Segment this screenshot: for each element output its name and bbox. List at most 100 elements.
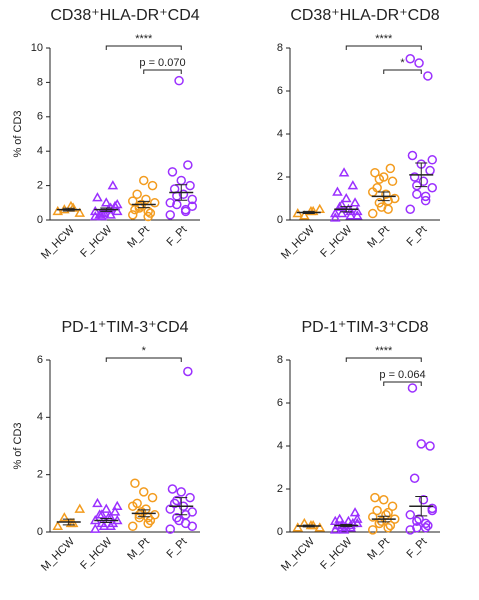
data-point [347,180,359,190]
error-bar [175,184,188,201]
data-point [96,509,108,519]
data-point [329,515,341,525]
data-point [180,206,191,217]
panel-title: PD-1⁺TIM-3⁺CD4 [61,319,188,336]
data-point [187,201,197,211]
data-point [351,513,363,523]
data-point [183,366,193,377]
data-point [338,167,350,177]
x-tick-label: F_Pt [405,224,430,249]
x-tick-label: M_HCW [279,535,317,573]
data-point [379,495,389,505]
significance-label: * [142,345,147,357]
data-point [174,75,184,86]
data-point [405,54,415,64]
data-point [385,520,396,531]
significance-label: p = 0.064 [379,369,425,381]
data-point [425,441,435,451]
data-point [100,503,112,513]
y-tick-label: 0 [277,214,283,226]
data-point [336,199,348,209]
y-tick-label: 6 [37,111,43,123]
data-point [165,524,175,534]
significance-bracket [105,45,182,50]
data-point [405,525,415,535]
significance-bracket [383,381,422,386]
data-point [376,202,387,212]
data-point [416,439,426,449]
x-tick-label: F_HCW [318,535,355,572]
data-point [132,189,142,199]
data-point [141,194,151,205]
x-tick-label: M_Pt [365,224,392,251]
x-tick-label: M_Pt [125,224,152,251]
data-point [52,520,64,531]
x-tick-label: F_HCW [78,535,115,572]
error-bar [302,210,315,215]
data-point [292,522,304,532]
data-point [409,473,420,483]
significance-label: p = 0.070 [139,57,185,69]
data-point [128,501,138,511]
panel-title: CD38⁺HLA-DR⁺CD8 [290,7,439,24]
data-point [420,191,431,202]
data-point [385,163,396,174]
data-point [405,204,415,214]
error-bar [340,523,353,528]
error-bar [415,496,428,517]
y-tick-label: 6 [277,397,283,409]
x-tick-label: M_HCW [39,535,77,573]
data-point [412,522,422,533]
data-point [100,197,112,207]
y-axis-label: % of CD3 [12,110,24,157]
y-tick-label: 2 [37,469,43,481]
x-tick-label: M_HCW [39,223,77,261]
data-point [187,194,197,205]
data-point [374,174,385,184]
data-point [427,183,437,193]
data-point [111,199,123,209]
data-point [387,501,398,511]
data-point [407,383,418,393]
data-point [345,210,356,220]
y-tick-label: 4 [277,128,283,140]
data-point [412,516,422,526]
data-point [165,504,175,514]
data-point [338,524,350,534]
data-point [423,520,433,531]
data-point [374,518,385,529]
error-bar [377,515,390,523]
data-point [418,495,429,505]
significance-bracket [143,69,182,74]
data-point [167,484,178,494]
data-point [407,150,418,161]
x-tick-label: F_HCW [78,223,115,260]
data-point [332,186,343,196]
data-point [329,524,341,534]
data-point [370,167,380,178]
data-point [370,492,380,503]
data-point [59,512,70,522]
significance-label: **** [135,33,153,45]
significance-label: **** [375,345,393,357]
data-point [425,165,435,176]
error-bar [137,509,150,518]
data-point [89,523,101,533]
data-point [390,193,400,204]
data-point [143,211,153,222]
error-bar [137,200,150,209]
data-point [52,205,64,216]
x-tick-label: M_Pt [125,536,152,563]
data-point [336,522,348,532]
data-point [336,208,348,218]
data-point [167,167,178,177]
data-point [329,212,341,222]
y-tick-label: 6 [277,85,283,97]
error-bar [100,518,113,524]
error-bar [62,207,75,212]
data-point [96,211,108,221]
significance-bracket [383,69,422,74]
y-tick-label: 2 [37,180,43,192]
data-point [128,210,138,220]
